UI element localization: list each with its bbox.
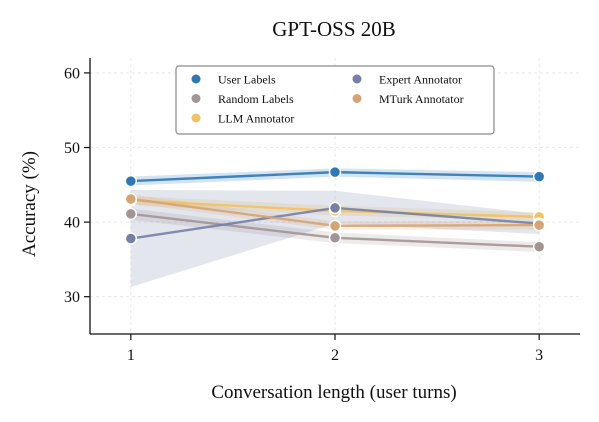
- point-random-labels: [328, 231, 342, 245]
- band-user-labels: [130, 168, 540, 186]
- legend-marker-llm-annotator: [191, 113, 201, 123]
- legend-label: MTurk Annotator: [379, 92, 464, 106]
- point-expert-annotator: [124, 232, 138, 245]
- y-tick-label: 40: [64, 215, 80, 232]
- y-tick-label: 30: [64, 289, 80, 306]
- axes: [84, 58, 580, 340]
- x-axis-label: Conversation length (user turns): [211, 382, 456, 403]
- point-random-labels: [124, 207, 138, 221]
- legend-marker-random-labels: [191, 94, 201, 103]
- tick-labels: 30 40 50 60 1 2 3: [64, 65, 543, 364]
- legend-label: Expert Annotator: [379, 73, 462, 87]
- x-tick-label: 3: [535, 347, 543, 364]
- x-tick-label: 1: [127, 347, 135, 364]
- legend-marker-user-labels: [191, 74, 201, 84]
- point-expert-annotator: [328, 201, 342, 215]
- legend-label: User Labels: [218, 73, 276, 87]
- y-tick-label: 50: [64, 140, 80, 157]
- legend-label: LLM Annotator: [218, 112, 294, 126]
- point-random-labels: [532, 240, 546, 253]
- point-user-labels: [532, 170, 546, 183]
- x-tick-label: 2: [331, 347, 339, 364]
- chart-title: GPT-OSS 20B: [272, 17, 396, 41]
- legend-box: [175, 65, 495, 135]
- point-mturk-annotator: [328, 219, 342, 233]
- point-user-labels: [328, 165, 342, 179]
- legend: User Labels Random Labels LLM Annotator Exp…: [175, 65, 495, 135]
- point-user-labels: [124, 174, 138, 188]
- legend-marker-mturk-annotator: [352, 94, 362, 103]
- point-mturk-annotator: [124, 192, 138, 206]
- legend-label: Random Labels: [218, 92, 294, 106]
- y-axis-label: Accuracy (%): [19, 151, 40, 257]
- y-tick-label: 60: [64, 65, 80, 82]
- legend-marker-expert-annotator: [352, 74, 362, 84]
- series-points: [124, 165, 546, 253]
- point-mturk-annotator: [532, 218, 546, 232]
